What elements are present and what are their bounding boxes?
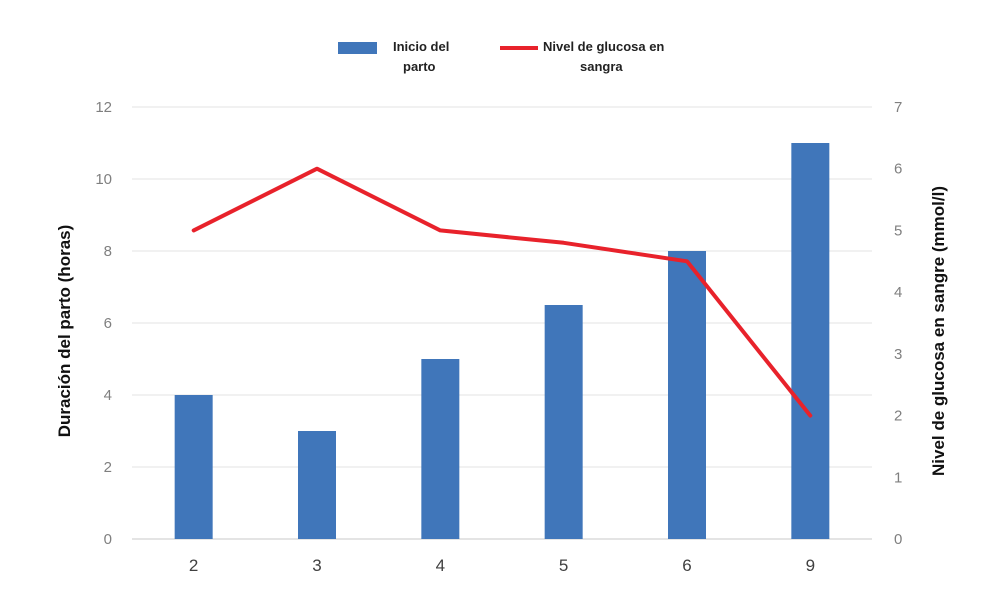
bar <box>791 143 830 539</box>
right-tick-label: 2 <box>894 408 902 425</box>
glucose-line <box>191 166 813 418</box>
left-tick-label: 8 <box>104 243 112 260</box>
bar <box>298 431 336 539</box>
right-axis-ticks: 0 1 2 3 4 5 6 7 <box>894 99 902 548</box>
legend-line-label-line2: sangra <box>580 59 623 74</box>
x-tick-label: 5 <box>559 556 568 575</box>
legend-line-label-line1: Nivel de glucosa en <box>543 39 664 54</box>
x-axis-ticks: 2 3 4 5 6 9 <box>189 556 815 575</box>
x-tick-label: 3 <box>312 556 321 575</box>
bar <box>544 305 583 539</box>
line-series-nivel-de-glucosa <box>191 166 813 418</box>
right-tick-label: 7 <box>894 99 902 116</box>
bar <box>421 359 460 539</box>
left-tick-label: 12 <box>95 99 112 116</box>
right-tick-label: 3 <box>894 346 902 363</box>
bar <box>668 251 706 539</box>
bar-series-inicio-del-parto <box>174 143 830 539</box>
left-axis-ticks: 0 2 4 6 8 10 12 <box>95 99 112 548</box>
x-tick-label: 9 <box>806 556 815 575</box>
x-tick-label: 6 <box>682 556 691 575</box>
right-tick-label: 6 <box>894 161 902 178</box>
x-tick-label: 4 <box>436 556 445 575</box>
left-tick-label: 6 <box>104 315 112 332</box>
right-tick-label: 4 <box>894 284 902 301</box>
x-tick-label: 2 <box>189 556 198 575</box>
right-axis-title: Nivel de glucosa en sangre (mmol/l) <box>929 186 948 476</box>
left-tick-label: 2 <box>104 459 112 476</box>
right-tick-label: 5 <box>894 222 902 239</box>
legend-bar-label-line2: parto <box>403 59 436 74</box>
legend: Inicio del parto Nivel de glucosa en san… <box>338 39 664 74</box>
legend-bar-swatch <box>338 42 377 54</box>
left-axis-title: Duración del parto (horas) <box>55 225 74 438</box>
right-tick-label: 0 <box>894 531 902 548</box>
right-tick-label: 1 <box>894 469 902 486</box>
bar <box>174 395 213 539</box>
left-tick-label: 0 <box>104 531 112 548</box>
left-tick-label: 4 <box>104 387 112 404</box>
left-tick-label: 10 <box>95 171 112 188</box>
legend-bar-label-line1: Inicio del <box>393 39 449 54</box>
gridlines <box>132 106 872 540</box>
